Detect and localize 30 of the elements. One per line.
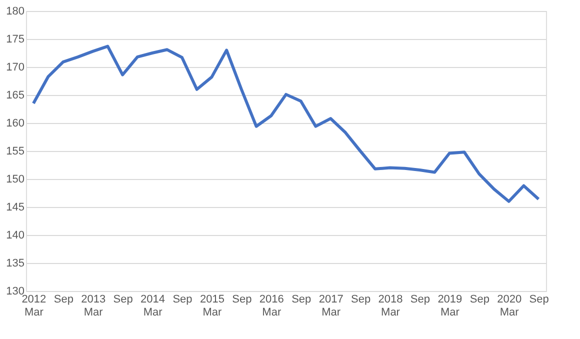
x-tick-label: 2013 Mar [81,294,106,318]
y-tick-label: 130 [6,286,24,298]
y-tick-label: 160 [6,118,24,130]
x-tick-label: 2014 Mar [140,294,166,318]
x-tick-label: 2020 Mar [497,294,522,318]
x-tick-label: 2017 Mar [318,294,344,318]
y-tick-label: 135 [6,258,24,270]
y-tick-label: 180 [6,6,24,18]
y-tick-label: 175 [6,34,24,46]
y-tick-label: 155 [6,146,24,158]
x-tick-label: 2019 Mar [438,294,462,318]
x-tick-label: Sep [54,294,74,306]
x-tick-label: Sep [232,294,252,306]
y-tick-label: 145 [6,202,24,214]
x-tick-label: Sep [529,294,549,306]
x-tick-label: 2016 Mar [259,294,284,318]
y-tick-label: 165 [6,90,24,102]
x-tick-label: Sep [350,294,371,306]
y-tick-label: 140 [6,230,24,242]
line-series [32,44,540,203]
y-tick-label: 170 [6,62,24,74]
x-tick-label: Sep [470,294,490,306]
y-tick-label: 150 [6,174,24,186]
x-tick-label: Sep [292,294,312,306]
x-tick-label: Sep [113,294,133,306]
x-tick-label: Sep [172,294,192,306]
x-tick-label: Sep [410,294,430,306]
x-tick-label: 2015 Mar [200,294,224,318]
x-tick-label: 2012 Mar [22,294,46,318]
x-tick-label: 2018 Mar [378,294,403,318]
